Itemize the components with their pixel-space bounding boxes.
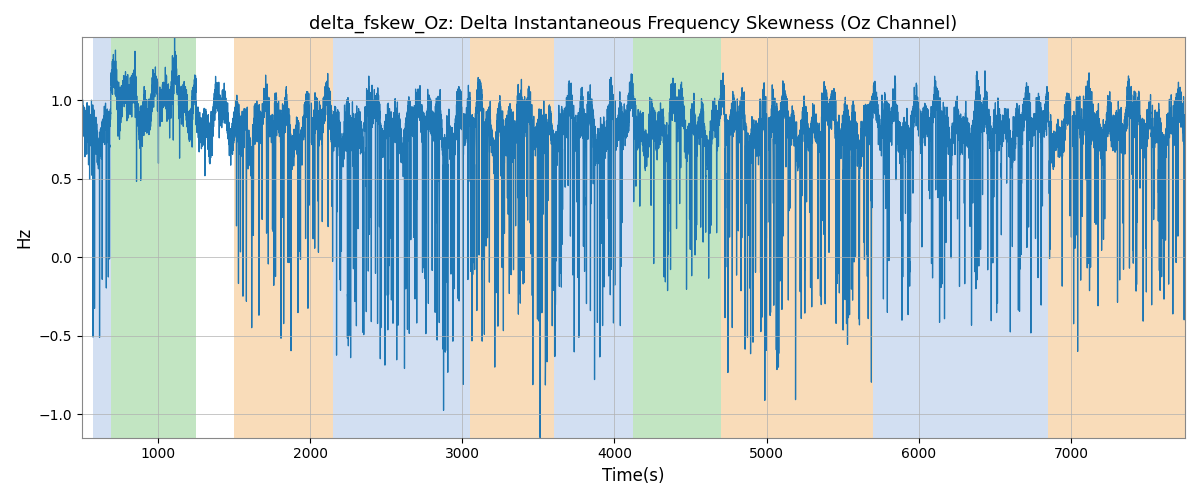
Bar <box>470 38 553 438</box>
Bar <box>1048 38 1186 438</box>
Bar <box>332 38 470 438</box>
Bar <box>632 38 721 438</box>
Y-axis label: Hz: Hz <box>14 227 32 248</box>
Bar <box>234 38 332 438</box>
Bar <box>110 38 196 438</box>
X-axis label: Time(s): Time(s) <box>602 467 665 485</box>
Title: delta_fskew_Oz: Delta Instantaneous Frequency Skewness (Oz Channel): delta_fskew_Oz: Delta Instantaneous Freq… <box>310 15 958 34</box>
Bar <box>92 38 110 438</box>
Bar <box>553 38 622 438</box>
Bar <box>622 38 632 438</box>
Bar <box>874 38 1048 438</box>
Bar <box>721 38 874 438</box>
